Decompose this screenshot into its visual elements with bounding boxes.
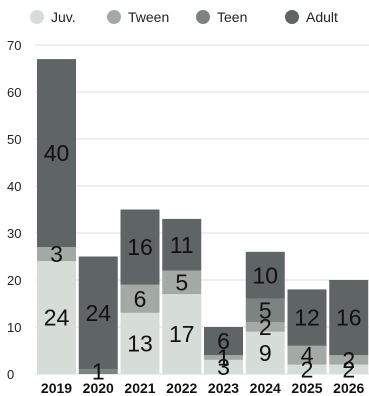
legend-label: Juv. bbox=[51, 9, 76, 25]
data-label: 13 bbox=[127, 330, 153, 356]
bar-segment-juv-2024 bbox=[245, 331, 285, 374]
bar-segment-juv-2021 bbox=[120, 312, 160, 374]
y-tick-label: 70 bbox=[7, 38, 21, 53]
bar-segment-tween-2026 bbox=[329, 355, 369, 365]
data-label: 16 bbox=[336, 305, 362, 331]
data-label: 1 bbox=[92, 359, 105, 385]
data-label: 40 bbox=[44, 140, 70, 166]
bar-segment-adult-2020 bbox=[78, 256, 118, 370]
bar-segment-adult-2021 bbox=[120, 209, 160, 285]
bar-segment-adult-2022 bbox=[162, 218, 202, 271]
data-label: 3 bbox=[50, 241, 63, 267]
data-label: 6 bbox=[134, 286, 147, 312]
y-axis-ticks: 0 10 20 30 40 50 60 70 bbox=[7, 38, 21, 382]
bar-segment-juv-2023 bbox=[204, 359, 243, 374]
data-label: 1 bbox=[217, 345, 230, 371]
bar-segment-teen-2020 bbox=[78, 369, 118, 374]
legend-marker-juv bbox=[30, 10, 44, 24]
data-label: 16 bbox=[127, 234, 153, 260]
data-label: 10 bbox=[252, 262, 278, 288]
data-label: 24 bbox=[85, 300, 111, 326]
x-tick-label: 2020 bbox=[83, 380, 114, 396]
bar-segment-juv-2022 bbox=[162, 294, 202, 374]
y-tick-label: 0 bbox=[7, 367, 14, 382]
bar-segment-adult-2019 bbox=[37, 59, 76, 248]
bar-segment-adult-2025 bbox=[287, 289, 327, 346]
data-label: 24 bbox=[44, 305, 70, 331]
data-label: 2 bbox=[301, 356, 314, 382]
x-tick-label: 2024 bbox=[250, 380, 281, 396]
bar-segment-tween-2022 bbox=[162, 270, 202, 295]
data-label: 4 bbox=[301, 342, 314, 368]
y-tick-label: 20 bbox=[7, 273, 21, 288]
legend-marker-teen bbox=[196, 10, 210, 24]
bar-segment-adult-2023 bbox=[204, 327, 243, 356]
bar-segment-tween-2021 bbox=[120, 284, 160, 313]
bar-segment-juv-2019 bbox=[37, 261, 76, 374]
y-tick-label: 60 bbox=[7, 85, 21, 100]
data-label: 5 bbox=[259, 298, 272, 324]
data-label: 17 bbox=[169, 321, 195, 347]
y-tick-label: 40 bbox=[7, 179, 21, 194]
bar-segment-tween-2024 bbox=[245, 322, 285, 332]
x-axis-ticks: 2019 2020 2021 2022 2023 2024 2025 2026 bbox=[41, 380, 365, 396]
data-label: 2 bbox=[259, 314, 272, 340]
legend-label: Adult bbox=[306, 9, 338, 25]
bar-segment-tween-2025 bbox=[287, 345, 327, 365]
y-tick-label: 10 bbox=[7, 320, 21, 335]
x-tick-label: 2025 bbox=[291, 380, 322, 396]
data-label: 5 bbox=[175, 269, 188, 295]
legend-label: Teen bbox=[217, 9, 247, 25]
bar-segment-adult-2024 bbox=[245, 251, 285, 299]
legend-marker-tween bbox=[107, 10, 121, 24]
x-tick-label: 2026 bbox=[333, 380, 364, 396]
bar-segment-tween-2019 bbox=[37, 247, 76, 262]
data-label: 11 bbox=[170, 232, 194, 258]
x-tick-label: 2023 bbox=[208, 380, 239, 396]
x-tick-label: 2019 bbox=[41, 380, 72, 396]
bar-segment-juv-2026 bbox=[329, 364, 369, 374]
bar-segment-teen-2024 bbox=[245, 298, 285, 323]
x-tick-label: 2022 bbox=[166, 380, 197, 396]
chart-legend: Juv. Tween Teen Adult bbox=[30, 9, 338, 25]
y-tick-label: 30 bbox=[7, 226, 21, 241]
bar-segment-tween-2023 bbox=[204, 355, 243, 360]
legend-marker-adult bbox=[285, 10, 299, 24]
data-label: 2 bbox=[342, 347, 355, 373]
data-label: 12 bbox=[294, 305, 320, 331]
data-label: 6 bbox=[217, 328, 230, 354]
bar-segment-juv-2025 bbox=[287, 364, 327, 374]
data-label: 2 bbox=[342, 356, 355, 382]
data-label: 9 bbox=[259, 340, 272, 366]
y-tick-label: 50 bbox=[7, 132, 21, 147]
legend-label: Tween bbox=[128, 9, 169, 25]
x-tick-label: 2021 bbox=[124, 380, 155, 396]
chart-bars bbox=[37, 59, 369, 374]
bar-segment-adult-2026 bbox=[329, 280, 369, 356]
data-label: 3 bbox=[217, 354, 230, 380]
